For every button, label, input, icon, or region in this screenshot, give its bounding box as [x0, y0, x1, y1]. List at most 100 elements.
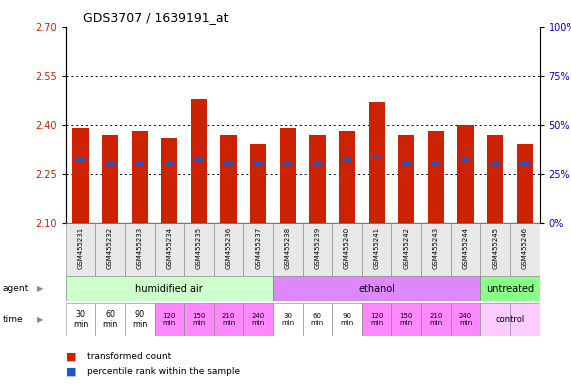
- Text: ethanol: ethanol: [358, 284, 395, 294]
- Bar: [421, 223, 451, 276]
- Bar: [398, 135, 415, 223]
- Bar: [125, 223, 155, 276]
- Bar: [273, 223, 303, 276]
- Bar: [165, 162, 174, 166]
- Bar: [303, 223, 332, 276]
- Text: agent: agent: [3, 285, 29, 293]
- Bar: [451, 303, 480, 336]
- Text: 210
min: 210 min: [222, 313, 235, 326]
- Text: GSM455235: GSM455235: [196, 227, 202, 269]
- Bar: [273, 303, 303, 336]
- Text: 150
min: 150 min: [400, 313, 413, 326]
- Bar: [214, 303, 243, 336]
- Text: 240
min: 240 min: [252, 313, 265, 326]
- Text: time: time: [3, 315, 23, 324]
- Bar: [155, 223, 184, 276]
- Bar: [66, 276, 273, 301]
- Bar: [214, 223, 243, 276]
- Bar: [510, 223, 540, 276]
- Bar: [517, 144, 533, 223]
- Bar: [191, 99, 207, 223]
- Text: GSM455239: GSM455239: [315, 227, 320, 269]
- Bar: [135, 162, 144, 166]
- Bar: [362, 303, 392, 336]
- Bar: [243, 303, 273, 336]
- Text: GSM455232: GSM455232: [107, 227, 113, 269]
- Text: GSM455240: GSM455240: [344, 227, 350, 269]
- Bar: [303, 303, 332, 336]
- Text: GSM455245: GSM455245: [492, 227, 498, 269]
- Text: GSM455234: GSM455234: [166, 227, 172, 269]
- Text: GSM455243: GSM455243: [433, 227, 439, 269]
- Bar: [428, 131, 444, 223]
- Bar: [161, 138, 178, 223]
- Bar: [368, 102, 385, 223]
- Text: GSM455236: GSM455236: [226, 227, 232, 269]
- Text: GSM455246: GSM455246: [522, 227, 528, 269]
- Text: GSM455242: GSM455242: [403, 227, 409, 269]
- Text: 60
min: 60 min: [102, 310, 118, 329]
- Text: 30
min: 30 min: [73, 310, 88, 329]
- Bar: [195, 159, 203, 162]
- Text: percentile rank within the sample: percentile rank within the sample: [87, 367, 240, 376]
- Text: 30
min: 30 min: [281, 313, 295, 326]
- Bar: [106, 162, 115, 166]
- Bar: [362, 223, 392, 276]
- Bar: [480, 223, 510, 276]
- Bar: [343, 159, 352, 162]
- Text: GSM455241: GSM455241: [373, 227, 380, 269]
- Text: GSM455238: GSM455238: [285, 227, 291, 269]
- Text: 210
min: 210 min: [429, 313, 443, 326]
- Bar: [309, 135, 325, 223]
- Text: ▶: ▶: [37, 315, 43, 324]
- Bar: [313, 162, 322, 166]
- Text: ▶: ▶: [37, 285, 43, 293]
- Bar: [490, 162, 500, 166]
- Text: GDS3707 / 1639191_at: GDS3707 / 1639191_at: [83, 12, 228, 25]
- Bar: [102, 135, 118, 223]
- Bar: [250, 144, 266, 223]
- Bar: [339, 131, 355, 223]
- Bar: [480, 276, 540, 301]
- Bar: [283, 162, 292, 166]
- Bar: [432, 162, 440, 166]
- Bar: [224, 162, 233, 166]
- Text: humidified air: humidified air: [135, 284, 203, 294]
- Bar: [131, 131, 148, 223]
- Bar: [392, 223, 421, 276]
- Bar: [125, 303, 155, 336]
- Bar: [332, 223, 362, 276]
- Text: 120
min: 120 min: [370, 313, 383, 326]
- Text: 90
min: 90 min: [340, 313, 353, 326]
- Text: ■: ■: [66, 351, 76, 361]
- Text: GSM455231: GSM455231: [78, 227, 83, 269]
- Text: 60
min: 60 min: [311, 313, 324, 326]
- Bar: [480, 303, 510, 336]
- Text: GSM455237: GSM455237: [255, 227, 261, 269]
- Text: 120
min: 120 min: [163, 313, 176, 326]
- Bar: [457, 125, 474, 223]
- Bar: [332, 303, 362, 336]
- Bar: [243, 223, 273, 276]
- Text: GSM455244: GSM455244: [463, 227, 469, 269]
- Text: ■: ■: [66, 367, 76, 377]
- Bar: [254, 162, 263, 166]
- Bar: [421, 303, 451, 336]
- Bar: [184, 303, 214, 336]
- Bar: [76, 159, 85, 162]
- Bar: [155, 303, 184, 336]
- Text: control: control: [496, 315, 525, 324]
- Bar: [95, 223, 125, 276]
- Text: transformed count: transformed count: [87, 352, 172, 361]
- Bar: [487, 135, 503, 223]
- Bar: [184, 223, 214, 276]
- Text: 90
min: 90 min: [132, 310, 147, 329]
- Text: untreated: untreated: [486, 284, 534, 294]
- Bar: [461, 159, 470, 162]
- Bar: [95, 303, 125, 336]
- Bar: [510, 303, 540, 336]
- Bar: [402, 162, 411, 166]
- Bar: [280, 128, 296, 223]
- Text: 150
min: 150 min: [192, 313, 206, 326]
- Bar: [220, 135, 237, 223]
